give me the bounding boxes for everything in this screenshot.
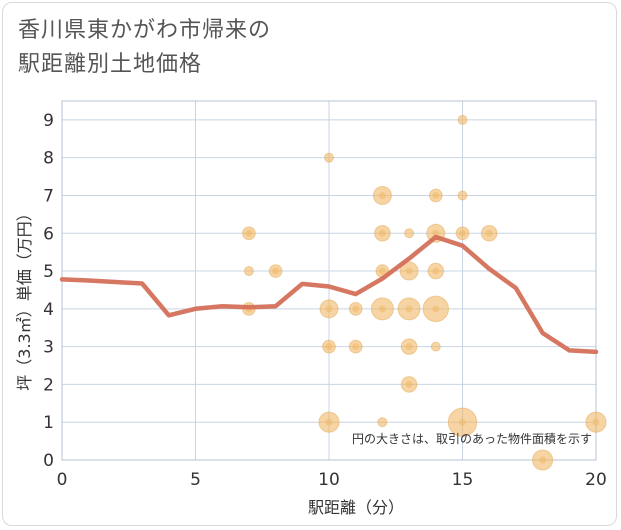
data-point-center-3 [272,267,280,275]
x-axis-label: 駅距離（分） [308,498,404,517]
data-point-14 [377,417,388,428]
y-tick-label-2: 2 [43,375,54,395]
y-tick-label-0: 0 [43,451,54,471]
x-axis-ticks: 0 5 10 15 20 [57,470,607,490]
size-annotation: 円の大きさは、取引のあった物件面積を示す [352,431,592,446]
data-point-center-27 [459,229,466,237]
data-point-center-29 [485,229,493,237]
data-point-15 [404,228,415,239]
data-point-center-17 [405,305,413,313]
y-tick-label-4: 4 [43,300,54,320]
data-point-center-5 [325,305,333,313]
x-tick-label-15: 15 [452,470,474,490]
data-point-center-19 [405,380,413,388]
x-tick-label-20: 20 [585,470,607,490]
y-tick-label-8: 8 [43,149,54,169]
data-point-4 [324,152,334,163]
data-point-center-22 [432,267,440,275]
data-point-center-23 [432,305,440,313]
chart-card [2,2,617,526]
data-point-center-31 [592,418,600,426]
data-point-center-18 [405,343,413,351]
data-point-center-10 [378,191,386,199]
data-point-1 [243,266,254,277]
y-axis-ticks: 0 1 2 3 4 5 6 7 8 9 [43,111,54,471]
x-tick-label-0: 0 [57,470,68,490]
data-point-center-8 [352,305,360,313]
data-point-26 [457,190,468,201]
data-point-center-16 [405,267,413,275]
y-tick-label-5: 5 [43,262,54,282]
y-tick-label-6: 6 [43,224,54,244]
y-tick-label-7: 7 [43,186,54,206]
x-tick-label-5: 5 [190,470,201,490]
data-point-center-9 [352,343,360,351]
trend-line [59,234,599,355]
data-point-center-0 [245,229,253,237]
data-point-center-28 [459,418,466,426]
y-tick-label-3: 3 [43,338,54,358]
data-point-center-30 [539,456,547,464]
data-point-center-7 [325,418,333,426]
data-point-center-12 [378,267,386,275]
data-point-center-11 [378,229,386,237]
data-point-24 [430,341,441,352]
y-tick-label-9: 9 [43,111,54,131]
chart-title-line1: 香川県東かがわ市帰来の [18,18,272,43]
y-tick-label-1: 1 [43,413,54,433]
data-point-center-13 [378,305,386,313]
data-point-25 [457,114,468,125]
chart-title: 香川県東かがわ市帰来の 駅距離別土地価格 [18,14,578,82]
data-point-center-6 [325,343,333,351]
bubble-series [242,114,607,471]
x-tick-label-10: 10 [318,470,340,490]
chart-title-line2: 駅距離別土地価格 [18,52,203,77]
data-point-center-21 [432,229,440,237]
data-point-center-20 [432,191,440,199]
y-axis-label: 坪（3.3㎡）単価（万円） [15,205,34,390]
